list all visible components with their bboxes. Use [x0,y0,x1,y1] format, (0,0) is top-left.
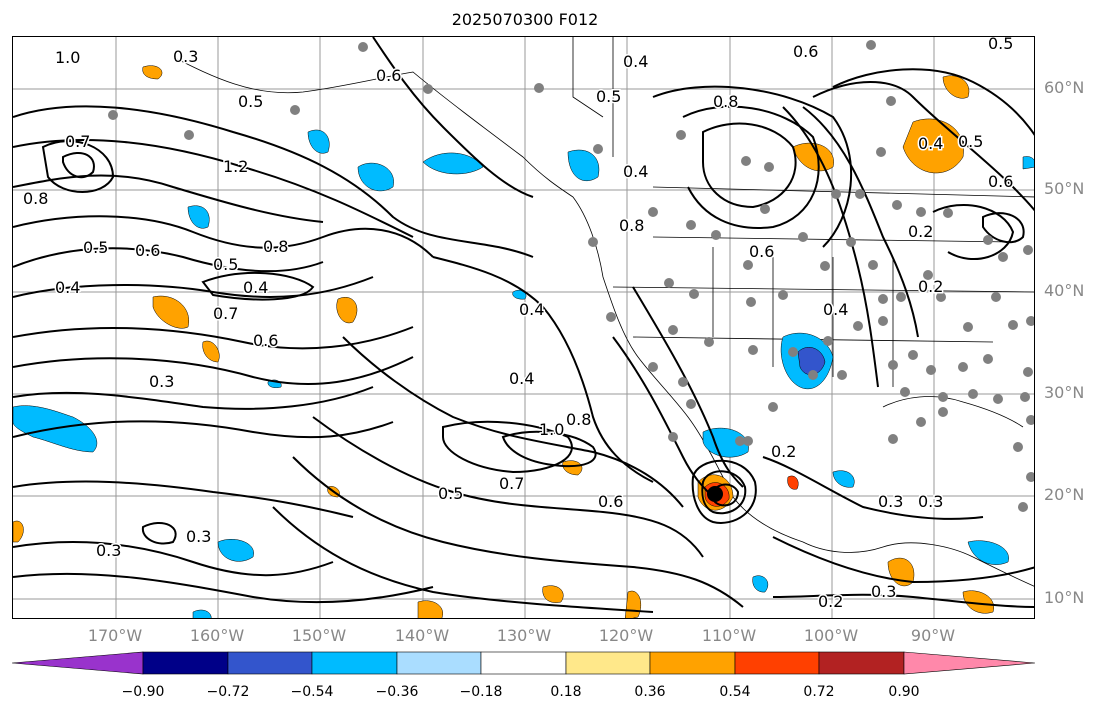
contour-label: 0.6 [135,241,160,260]
graticule [13,37,1034,618]
map-panel: 1.0 0.3 0.6 0.5 0.7 0.8 1.2 0.5 0.6 0.8 … [12,36,1035,619]
colorbar-segment [142,651,229,675]
contour-label: 0.3 [173,47,198,66]
contour-label: 0.7 [499,474,524,493]
contour-label: 0.5 [988,37,1013,53]
contour-label: 0.5 [213,255,238,274]
colorbar-tick-label: 0.54 [719,684,751,700]
contour-label: 0.6 [376,66,401,85]
contour-label: 0.6 [988,172,1013,191]
contour-label: 0.8 [713,92,738,111]
colorbar-tick-label: −0.90 [121,684,165,700]
longitude-label: 160°W [189,626,245,645]
contour-label: 0.3 [186,527,211,546]
latitude-label: 20°N [1044,485,1085,504]
contour-label: 0.8 [566,410,591,429]
colorbar-segment [565,651,651,675]
longitude-label: 170°W [87,626,143,645]
contour-label: 0.2 [908,222,933,241]
contour-label: 0.7 [213,304,238,323]
positive-anomaly-fills [13,65,995,618]
colorbar-tick-label: 0.90 [888,684,920,700]
contour-label: 0.3 [878,492,903,511]
colorbar-tick-label: −0.72 [206,684,250,700]
colorbar-segment [311,651,398,675]
colorbar-segment [649,651,736,675]
colorbar-tick-label: 0.18 [550,684,582,700]
contour-label: 0.6 [253,331,278,350]
map-title: 2025070300 F012 [451,10,599,29]
contour-label: 0.5 [238,92,263,111]
contour-label: 0.4 [823,300,848,319]
longitude-label: 130°W [496,626,552,645]
colorbar-segment [396,651,482,675]
contour-label: 0.3 [96,541,121,560]
contour-label: 0.3 [149,372,174,391]
contour-label: 1.0 [539,420,564,439]
contour-label: 0.8 [619,216,644,235]
colorbar [11,651,1036,675]
colorbar-segment [227,651,313,675]
colorbar-segment [734,651,820,675]
station-dots [108,40,1034,512]
contour-label: 1.2 [223,157,248,176]
contour-label: 0.2 [918,277,943,296]
map-canvas: 1.0 0.3 0.6 0.5 0.7 0.8 1.2 0.5 0.6 0.8 … [13,37,1034,618]
contour-label: 0.4 [55,278,80,297]
latitude-label: 10°N [1044,588,1085,607]
latitude-label: 30°N [1044,383,1085,402]
contour-label: 0.6 [598,492,623,511]
longitude-label: 110°W [701,626,757,645]
contour-label: 0.5 [596,87,621,106]
contour-lines [13,37,1034,613]
contour-label: 0.6 [793,42,818,61]
storm-center-marker [707,486,723,502]
contour-label: 0.8 [263,237,288,256]
contour-label: 0.4 [623,52,648,71]
contour-label: 0.4 [243,278,268,297]
longitude-label: 100°W [803,626,859,645]
longitude-label: 120°W [598,626,654,645]
longitude-label: 90°W [910,626,956,645]
contour-label: 0.7 [65,132,90,151]
contour-label: 0.4 [519,300,544,319]
longitude-label: 150°W [291,626,347,645]
contour-label: 0.2 [818,592,843,611]
contour-label: 0.5 [958,132,983,151]
contour-label: 0.5 [438,484,463,503]
contour-label: 0.4 [623,162,648,181]
colorbar-segment [480,651,567,675]
colorbar-tick-label: −0.36 [375,684,419,700]
colorbar-tick-label: −0.54 [290,684,334,700]
contour-label: 0.3 [871,582,896,601]
contour-label: 0.8 [23,189,48,208]
colorbar-tick-label: 0.36 [634,684,666,700]
contour-label: 0.4 [509,369,534,388]
strong-negative-anomaly-fill [797,347,826,375]
longitude-label: 140°W [394,626,450,645]
contour-label: 0.6 [749,242,774,261]
colorbar-segment [11,651,144,675]
contour-labels: 1.0 0.3 0.6 0.5 0.7 0.8 1.2 0.5 0.6 0.8 … [22,37,1015,613]
contour-label: 0.4 [918,134,943,153]
colorbar-tick-label: −0.18 [459,684,503,700]
colorbar-tick-label: 0.72 [803,684,835,700]
colorbar-segment [903,651,1036,675]
contour-label: 1.0 [55,48,80,67]
contour-label: 0.2 [771,442,796,461]
contour-label: 0.5 [83,238,108,257]
contour-label: 0.3 [918,492,943,511]
latitude-label: 40°N [1044,281,1085,300]
latitude-label: 50°N [1044,179,1085,198]
colorbar-segment [818,651,905,675]
latitude-label: 60°N [1044,78,1085,97]
